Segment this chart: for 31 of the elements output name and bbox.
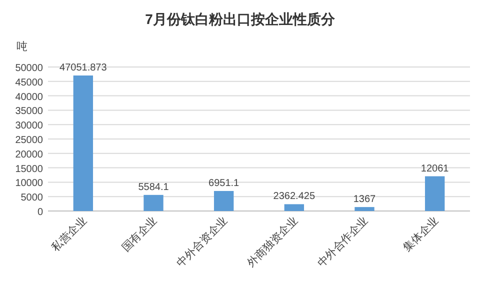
y-tick-label: 35000 — [15, 106, 44, 118]
data-label: 47051.873 — [60, 62, 108, 74]
x-tick-label: 外商独资企业 — [244, 214, 300, 270]
x-tick-label: 集体企业 — [400, 214, 441, 254]
chart-title: 7月份钛白粉出口按企业性质分 — [145, 11, 336, 27]
bar — [214, 190, 234, 211]
y-tick-label: 0 — [37, 207, 44, 218]
bar — [144, 194, 164, 211]
y-tick-label: 15000 — [15, 164, 44, 175]
data-label: 5584.1 — [138, 182, 170, 193]
y-tick-label: 40000 — [15, 92, 44, 103]
bar — [354, 207, 374, 211]
x-tick-label: 中外合资企业 — [174, 214, 230, 270]
data-label: 12061 — [420, 163, 450, 174]
data-label: 6951.1 — [208, 178, 240, 189]
y-tick-label: 10000 — [15, 178, 44, 190]
data-label: 1367 — [353, 194, 376, 206]
x-tick-label: 国有企业 — [119, 214, 160, 254]
y-axis-title: 吨 — [16, 40, 28, 53]
bar — [73, 75, 94, 211]
y-tick-label: 5000 — [20, 192, 44, 204]
x-tick-label: 中外合作企业 — [314, 214, 371, 270]
y-tick-label: 45000 — [15, 77, 44, 88]
bar — [284, 204, 304, 211]
y-tick-label: 50000 — [15, 63, 44, 74]
x-tick-label: 私营企业 — [48, 214, 90, 254]
bar — [424, 176, 445, 211]
y-tick-label: 25000 — [15, 135, 44, 146]
data-label: 2362.425 — [273, 191, 316, 202]
y-tick-label: 20000 — [15, 149, 44, 160]
y-tick-label: 30000 — [15, 120, 44, 132]
